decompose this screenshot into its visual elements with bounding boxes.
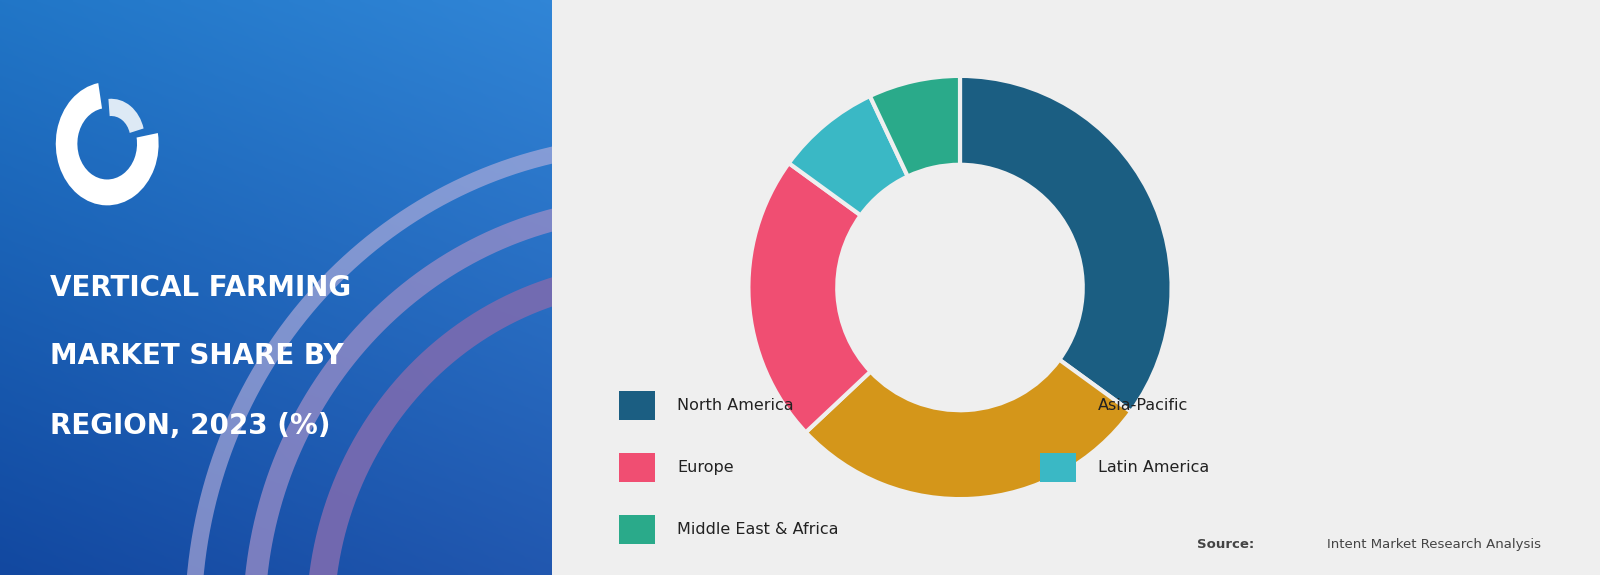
Wedge shape — [806, 359, 1131, 499]
Wedge shape — [109, 99, 144, 133]
Wedge shape — [749, 163, 870, 432]
FancyBboxPatch shape — [1040, 453, 1075, 482]
Text: Source:: Source: — [1197, 538, 1254, 551]
Text: Europe: Europe — [677, 460, 734, 475]
Wedge shape — [56, 83, 158, 205]
Wedge shape — [960, 76, 1171, 412]
Text: VERTICAL FARMING: VERTICAL FARMING — [50, 274, 350, 301]
Text: North America: North America — [677, 398, 794, 413]
Text: Latin America: Latin America — [1098, 460, 1210, 475]
FancyBboxPatch shape — [619, 391, 654, 420]
Text: MARKET SHARE BY: MARKET SHARE BY — [50, 343, 344, 370]
Text: Intent Market Research Analysis: Intent Market Research Analysis — [1326, 538, 1541, 551]
Text: Asia-Pacific: Asia-Pacific — [1098, 398, 1189, 413]
Wedge shape — [870, 76, 960, 177]
Text: Middle East & Africa: Middle East & Africa — [677, 522, 838, 537]
Wedge shape — [789, 96, 907, 216]
FancyBboxPatch shape — [1040, 391, 1075, 420]
FancyBboxPatch shape — [619, 453, 654, 482]
Text: REGION, 2023 (%): REGION, 2023 (%) — [50, 412, 330, 439]
FancyBboxPatch shape — [619, 515, 654, 544]
